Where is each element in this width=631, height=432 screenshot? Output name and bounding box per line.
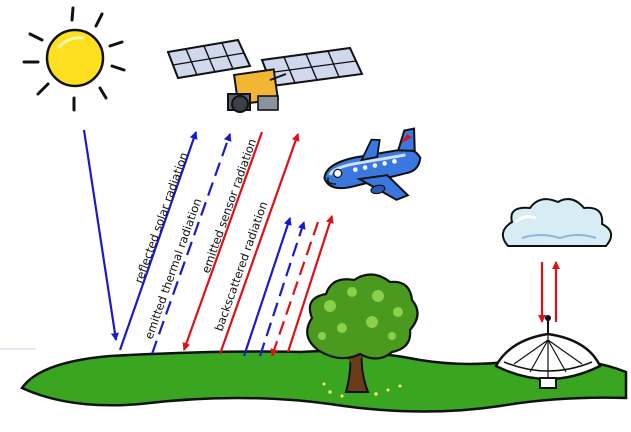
satellite-icon xyxy=(166,38,364,113)
airplane-icon xyxy=(323,127,422,201)
arrow-plane-backscatter xyxy=(286,215,334,353)
cloud-icon xyxy=(501,198,613,247)
arrow-thermal xyxy=(150,133,232,355)
ground-area xyxy=(20,349,628,413)
radiation-arrows xyxy=(82,129,560,357)
arrow-plane-sensor-down xyxy=(270,221,320,357)
arrow-solar-incoming xyxy=(82,129,119,341)
arrow-plane-thermal xyxy=(258,221,306,357)
radar-dish-icon xyxy=(494,315,602,389)
arrow-reflected xyxy=(118,131,198,351)
arrow-sensor-down xyxy=(182,131,264,351)
sun-icon xyxy=(22,6,126,112)
label-reflected: reflected solar radiation xyxy=(132,150,191,285)
tree-icon xyxy=(306,273,419,398)
arrow-plane-reflected xyxy=(242,217,292,357)
arrow-backscatter xyxy=(218,133,300,355)
